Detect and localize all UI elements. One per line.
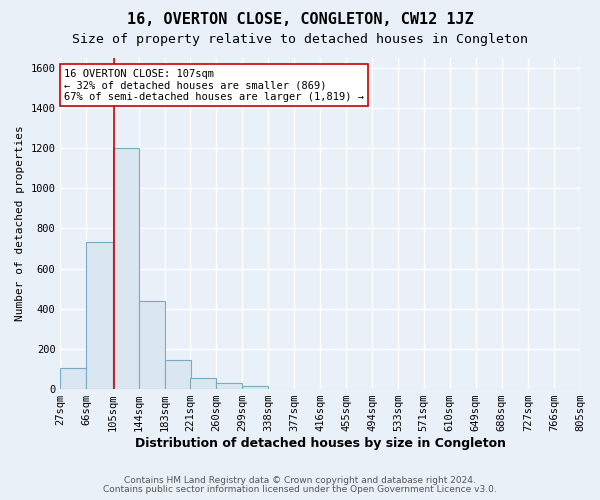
Text: 16, OVERTON CLOSE, CONGLETON, CW12 1JZ: 16, OVERTON CLOSE, CONGLETON, CW12 1JZ — [127, 12, 473, 28]
Bar — [164, 360, 191, 389]
X-axis label: Distribution of detached houses by size in Congleton: Distribution of detached houses by size … — [135, 437, 506, 450]
Bar — [86, 242, 113, 389]
Y-axis label: Number of detached properties: Number of detached properties — [15, 126, 25, 321]
Bar — [242, 386, 268, 389]
Bar — [190, 378, 216, 389]
Bar — [139, 300, 164, 389]
Text: Size of property relative to detached houses in Congleton: Size of property relative to detached ho… — [72, 32, 528, 46]
Bar — [113, 148, 139, 389]
Bar — [216, 383, 242, 389]
Text: Contains HM Land Registry data © Crown copyright and database right 2024.: Contains HM Land Registry data © Crown c… — [124, 476, 476, 485]
Bar — [61, 368, 86, 389]
Text: 16 OVERTON CLOSE: 107sqm
← 32% of detached houses are smaller (869)
67% of semi-: 16 OVERTON CLOSE: 107sqm ← 32% of detach… — [64, 68, 364, 102]
Text: Contains public sector information licensed under the Open Government Licence v3: Contains public sector information licen… — [103, 485, 497, 494]
